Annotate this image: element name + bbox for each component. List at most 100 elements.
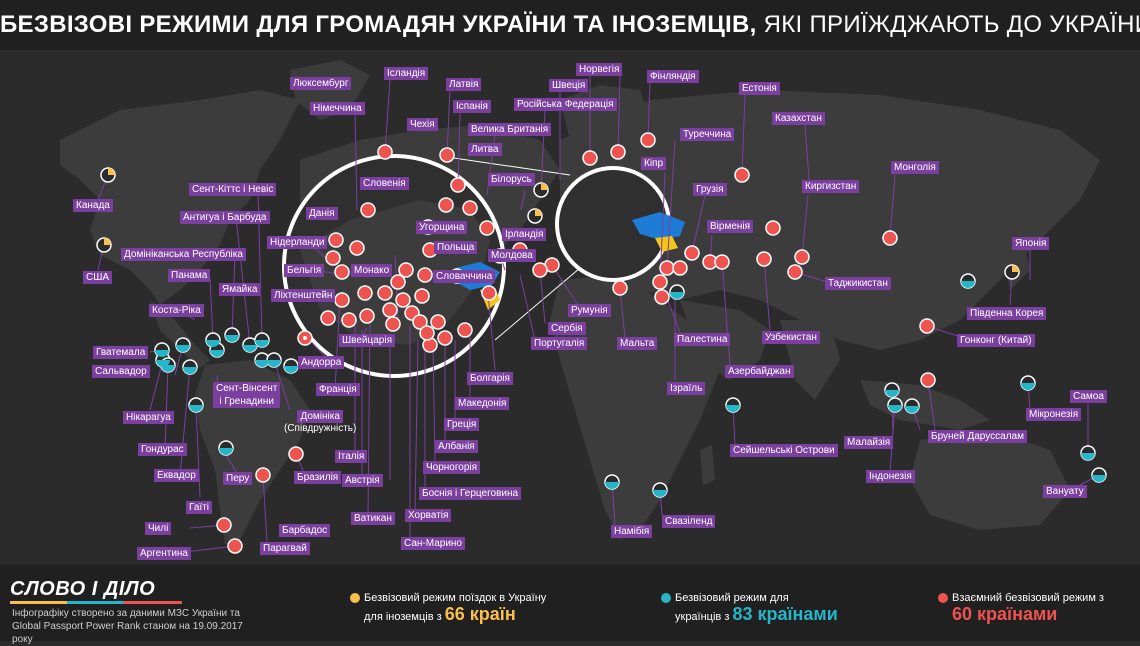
label-uzbekistan: Узбекистан [762, 331, 820, 344]
source-note: Інфографіку створено за даними МЗС Украї… [12, 608, 243, 645]
label-austria: Австрія [342, 474, 383, 487]
legend-yellow-line1: Безвізовий режим поїздок в Україну [364, 592, 547, 604]
label-russia: Естонія [739, 82, 780, 95]
label-norway: Норвегія [576, 63, 623, 76]
label-namibia: Намібія [611, 525, 653, 538]
label-liechtenstein: Ліхтенштейн [271, 289, 336, 302]
page-title: БЕЗВІЗОВІ РЕЖИМИ ДЛЯ ГРОМАДЯН УКРАЇНИ ТА… [0, 0, 1140, 50]
label-moldova: Молдова [488, 249, 536, 262]
label-malta: Мальта [617, 337, 658, 350]
label-antigua: Антигуа і Барбуда [180, 211, 270, 224]
legend-cyan-line1: Безвізовий режим для [675, 592, 789, 604]
label-dominica-note: (Співдружність) [284, 423, 357, 434]
label-greece: Греція [444, 418, 480, 431]
label-uk: Велика Британія [468, 123, 552, 136]
label-hong-kong: Гонконг (Китай) [957, 334, 1035, 347]
label-vanuatu: Вануату [1043, 485, 1087, 498]
label-barbados: Барбадос [279, 524, 331, 537]
label-kazakhstan: Казахстан [772, 112, 825, 125]
label-denmark: Данія [306, 207, 338, 220]
label-sweden: Швеція [549, 79, 589, 92]
label-luxembourg: Люксембург [290, 77, 352, 90]
label-tajikistan: Таджикистан [825, 277, 891, 290]
label-azerbaijan: Азербайджан [725, 365, 794, 378]
label-ireland: Ірландія [502, 228, 547, 241]
label-czechia: Чехія [407, 118, 438, 131]
label-samoa: Самоа [1070, 390, 1107, 403]
legend-yellow: Безвізовий режим поїздок в Україну для і… [350, 590, 604, 625]
label-peru: Перу [223, 472, 253, 485]
label-france: Франція [316, 383, 360, 396]
label-lithuania: Литва [468, 143, 502, 156]
label-ecuador: Еквадор [154, 469, 199, 482]
label-spain: Російська Федерація [514, 98, 617, 111]
label-kyrgyzstan: Киргизстан [802, 180, 860, 193]
label-turkey: Туреччина [680, 128, 735, 141]
label-dominica: Домініка (Співдружність) [284, 410, 356, 435]
label-albania: Албанія [435, 440, 478, 453]
label-bosnia: Боснія і Герцеговина [419, 487, 522, 500]
yellow-markers [96, 167, 1020, 280]
legend-cyan-line2: українців з [675, 611, 730, 623]
label-el-salvador: Сальвадор [92, 365, 150, 378]
label-georgia: Грузія [693, 183, 727, 196]
label-poland: Польща [434, 241, 478, 254]
legend-yellow-line2: для іноземців з [364, 611, 442, 623]
label-mongolia: Монголія [891, 161, 939, 174]
label-japan: Японія [1012, 237, 1050, 250]
label-croatia: Хорватія [405, 509, 452, 522]
label-hungary: Угорщина [416, 221, 468, 234]
legend-cyan: Безвізовий режим для українців з 83 краї… [661, 590, 895, 625]
label-brunei: Бруней Даруссалам [928, 430, 1027, 443]
label-latvia: Латвія [446, 78, 482, 91]
label-italy: Італія [335, 450, 368, 463]
title-bold: БЕЗВІЗОВІ РЕЖИМИ ДЛЯ ГРОМАДЯН УКРАЇНИ ТА… [0, 11, 757, 38]
label-finland: Фінляндія [647, 70, 699, 83]
legend-red-line1: Взаємний безвізовий режим з [952, 592, 1104, 604]
label-slovenia: Словенія [360, 177, 409, 190]
label-brazil: Бразилія [294, 471, 342, 484]
label-netherlands: Нідерланди [267, 236, 328, 249]
label-bulgaria: Болгарія [467, 372, 513, 385]
yellow-dot-icon [350, 593, 360, 603]
title-light: ЯКІ ПРИЇЖДЖАЮТЬ ДО УКРАЇНИ [763, 11, 1140, 38]
label-belgium: Бельгія [284, 264, 325, 277]
label-dominica-name: Домініка [297, 410, 343, 423]
label-andorra: Андорра [298, 356, 345, 369]
legend-cyan-count: 83 країнами [732, 604, 838, 624]
label-armenia: Вірменія [707, 220, 754, 233]
markers [96, 132, 1107, 554]
label-palestine: Палестина [674, 333, 731, 346]
label-south-korea: Південна Корея [967, 307, 1047, 320]
label-portugal: Португалія [531, 337, 588, 350]
label-switzerland: Швейцарія [339, 334, 395, 347]
label-saint-vincent-line2: і Гренадини [219, 396, 274, 407]
title-bar [0, 0, 1140, 50]
red-dot-icon [938, 593, 948, 603]
label-germany: Німеччина [310, 102, 365, 115]
label-paraguay: Парагвай [260, 542, 310, 555]
label-guatemala: Гватемала [93, 346, 149, 359]
label-chile: Чилі [145, 522, 172, 535]
label-slovakia: Словаччина [433, 270, 496, 283]
label-haiti: Гаїті [186, 501, 212, 514]
label-belarus: Білорусь [488, 173, 535, 186]
label-seychelles: Сейшельські Острови [730, 444, 838, 457]
legend-yellow-count: 66 країн [444, 604, 516, 624]
label-cyprus: Кіпр [641, 157, 667, 170]
label-san-marino: Сан-Марино [401, 537, 465, 550]
label-saint-vincent-line1: Сент-Вінсент [216, 383, 278, 394]
label-saint-kitts: Сент-Кіттс і Невіс [189, 183, 277, 196]
cyan-dot-icon [661, 593, 671, 603]
label-vatican: Ватикан [351, 512, 395, 525]
label-costa-rica: Коста-Ріка [149, 304, 204, 317]
label-argentina: Аргентина [137, 547, 191, 560]
label-swaziland: Свазіленд [662, 515, 716, 528]
logo-underline [10, 601, 182, 604]
label-malaysia: Малайзія [844, 436, 894, 449]
label-estonia: Іспанія [453, 100, 491, 113]
logo: СЛОВО І ДІЛО [10, 578, 156, 600]
label-montenegro: Чорногорія [423, 461, 481, 474]
legend-red: Взаємний безвізовий режим з 60 країнами [938, 590, 1132, 625]
label-canada: Канада [73, 199, 113, 212]
